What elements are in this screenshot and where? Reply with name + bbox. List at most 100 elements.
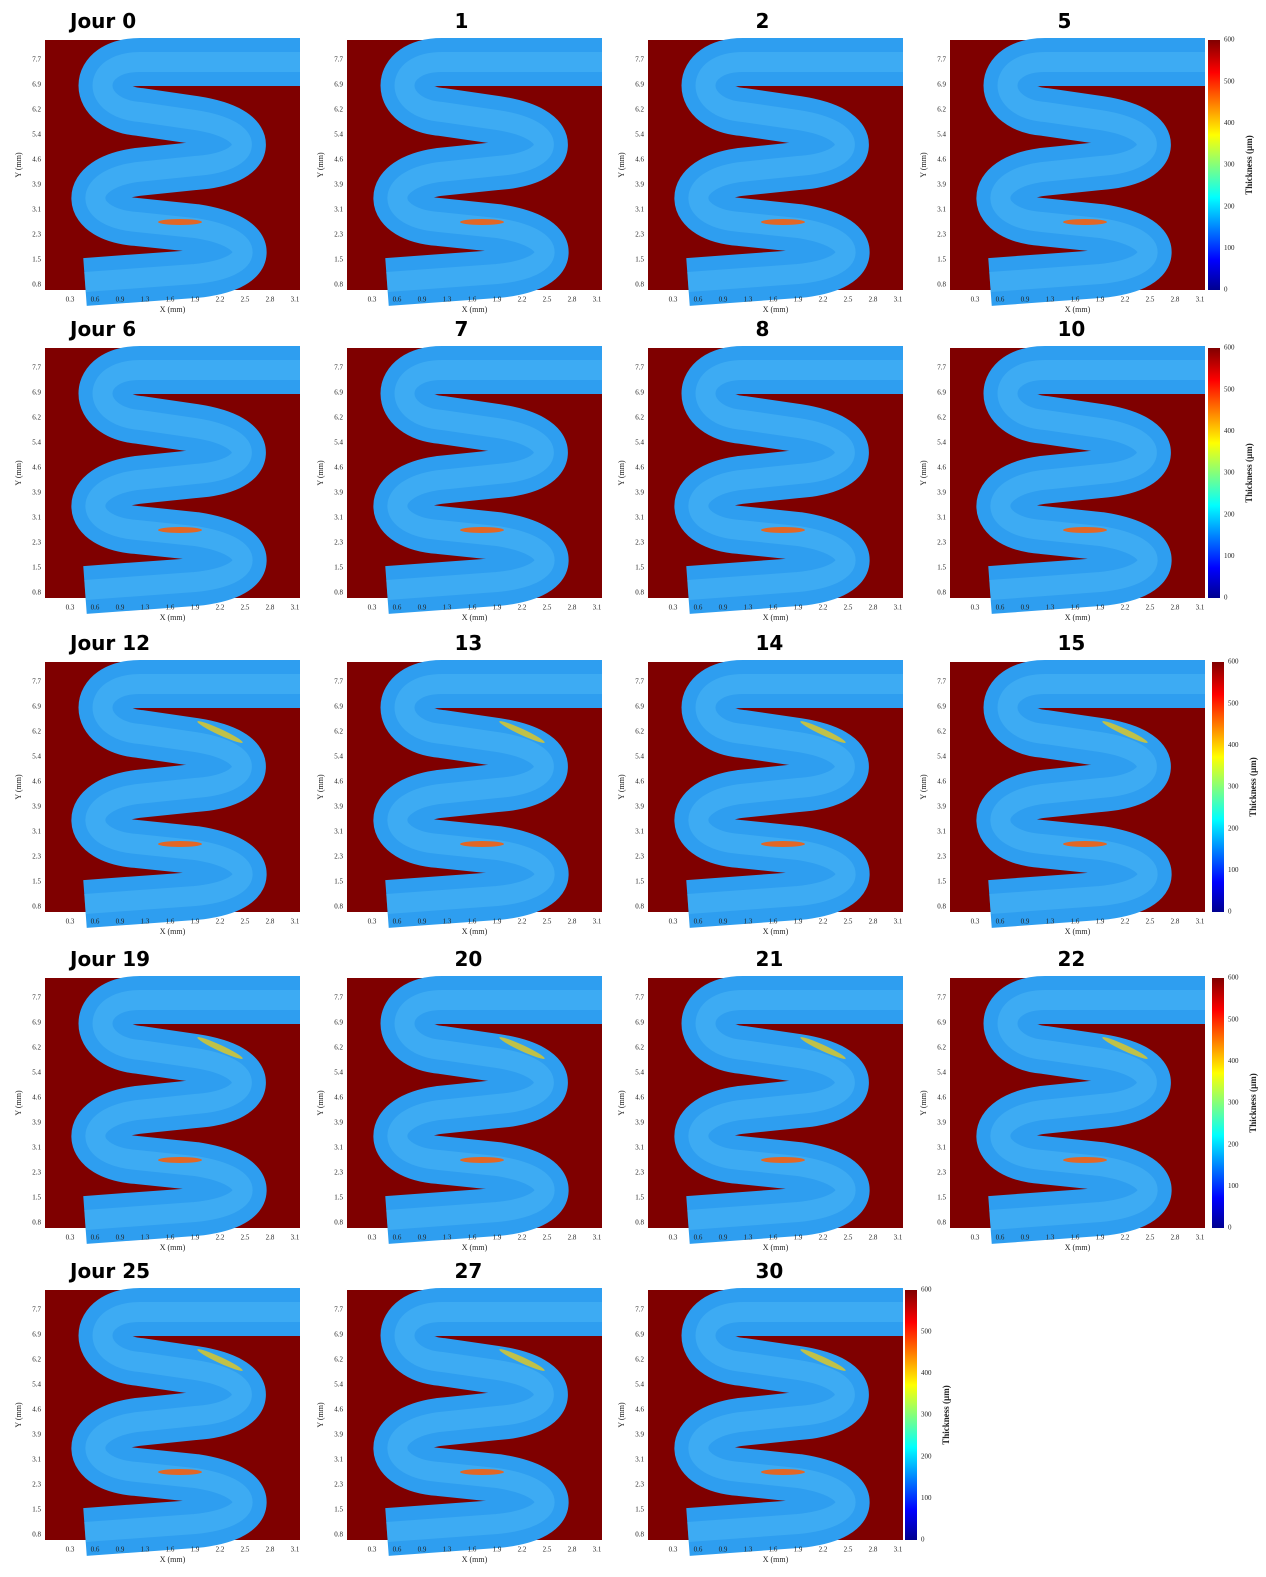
x-tick-label: 1.3 <box>443 296 452 304</box>
x-tick-label: 0.3 <box>669 1234 678 1242</box>
y-tick-label: 6.9 <box>32 81 41 89</box>
y-tick-label: 6.2 <box>32 728 41 736</box>
y-tick-label: 6.9 <box>937 1019 946 1027</box>
x-tick-label: 2.2 <box>518 296 527 304</box>
x-tick-label: 1.3 <box>1046 296 1055 304</box>
y-tick-label: 7.7 <box>334 56 343 64</box>
colorbar-tick-label: 300 <box>1224 161 1235 169</box>
y-tick-label: 6.2 <box>937 106 946 114</box>
y-tick-label: 3.9 <box>334 803 343 811</box>
y-tick-label: 4.6 <box>32 1406 41 1414</box>
x-tick-label: 2.8 <box>568 1234 577 1242</box>
panel-title: 30 <box>756 1259 784 1283</box>
x-tick-label: 0.9 <box>1021 296 1030 304</box>
y-tick-label: 3.9 <box>937 803 946 811</box>
y-axis-label: Y (mm) <box>14 460 23 486</box>
y-tick-label: 3.9 <box>635 1119 644 1127</box>
x-tick-label: 3.1 <box>1196 604 1205 612</box>
x-tick-label: 2.5 <box>844 296 853 304</box>
heatmap <box>950 38 1205 306</box>
y-tick-label: 1.5 <box>32 256 41 264</box>
x-tick-label: 1.9 <box>191 1234 200 1242</box>
x-tick-label: 3.1 <box>291 296 300 304</box>
colorbar-tick-label: 500 <box>1224 385 1235 393</box>
y-tick-label: 6.2 <box>635 1044 644 1052</box>
panel-title: 2 <box>756 9 770 33</box>
x-tick-label: 2.2 <box>216 1234 225 1242</box>
y-tick-label: 1.5 <box>937 878 946 886</box>
y-tick-label: 7.7 <box>937 364 946 372</box>
colorbar-tick-label: 200 <box>1224 510 1235 518</box>
y-tick-label: 3.9 <box>334 181 343 189</box>
y-tick-label: 3.1 <box>937 828 946 836</box>
panel-title: 7 <box>455 317 469 341</box>
y-tick-label: 3.9 <box>334 1119 343 1127</box>
x-axis-label: X (mm) <box>160 927 186 936</box>
x-tick-label: 2.2 <box>1121 604 1130 612</box>
y-tick-label: 2.3 <box>334 853 343 861</box>
x-tick-label: 0.6 <box>694 296 703 304</box>
deposit <box>460 1469 504 1475</box>
x-tick-label: 2.8 <box>869 296 878 304</box>
x-tick-label: 1.3 <box>744 918 753 926</box>
x-tick-label: 1.3 <box>141 1546 150 1554</box>
colorbar-label: Thickness (µm) <box>1248 757 1258 816</box>
y-tick-label: 6.2 <box>937 728 946 736</box>
x-tick-label: 0.3 <box>368 1234 377 1242</box>
x-tick-label: 1.6 <box>468 1234 477 1242</box>
x-tick-label: 1.9 <box>794 918 803 926</box>
x-tick-label: 1.6 <box>769 1234 778 1242</box>
x-axis-label: X (mm) <box>160 1243 186 1252</box>
x-tick-label: 2.8 <box>568 918 577 926</box>
x-tick-label: 0.9 <box>116 1546 125 1554</box>
colorbar <box>1212 662 1224 912</box>
x-tick-label: 0.6 <box>694 1234 703 1242</box>
colorbar-tick-label: 200 <box>1228 824 1239 832</box>
x-tick-label: 0.3 <box>669 1546 678 1554</box>
x-tick-label: 2.5 <box>543 296 552 304</box>
y-axis-label: Y (mm) <box>316 460 325 486</box>
x-tick-label: 0.6 <box>91 604 100 612</box>
colorbar <box>1208 40 1220 290</box>
x-tick-label: 0.9 <box>116 1234 125 1242</box>
colorbar-tick-label: 400 <box>1228 741 1239 749</box>
x-tick-label: 3.1 <box>1196 918 1205 926</box>
x-tick-label: 2.5 <box>844 604 853 612</box>
x-tick-label: 1.6 <box>769 1546 778 1554</box>
heatmap <box>648 976 903 1244</box>
x-tick-label: 1.6 <box>166 1234 175 1242</box>
x-tick-label: 2.5 <box>844 1234 853 1242</box>
x-tick-label: 0.9 <box>418 1546 427 1554</box>
y-tick-label: 6.9 <box>937 389 946 397</box>
deposit <box>499 1037 545 1059</box>
y-tick-label: 3.9 <box>937 181 946 189</box>
x-tick-label: 2.5 <box>1146 918 1155 926</box>
y-tick-label: 2.3 <box>32 539 41 547</box>
y-tick-label: 3.1 <box>334 514 343 522</box>
y-axis-label: Y (mm) <box>919 152 928 178</box>
x-tick-label: 1.6 <box>166 296 175 304</box>
x-tick-label: 0.3 <box>669 296 678 304</box>
y-tick-label: 3.1 <box>937 514 946 522</box>
x-tick-label: 0.9 <box>418 1234 427 1242</box>
y-tick-label: 0.8 <box>32 281 41 289</box>
y-axis-label: Y (mm) <box>919 1090 928 1116</box>
x-tick-label: 1.3 <box>141 918 150 926</box>
heatmap <box>347 38 602 306</box>
x-tick-label: 0.3 <box>971 604 980 612</box>
y-tick-label: 4.6 <box>937 778 946 786</box>
x-tick-label: 2.5 <box>241 604 250 612</box>
deposit <box>460 219 504 225</box>
y-tick-label: 0.8 <box>334 281 343 289</box>
x-axis-label: X (mm) <box>763 305 789 314</box>
heatmap <box>347 346 602 614</box>
deposit <box>1063 1157 1107 1163</box>
y-axis-label: Y (mm) <box>14 774 23 800</box>
x-tick-label: 1.3 <box>141 1234 150 1242</box>
deposit <box>158 1469 202 1475</box>
panel-title: 21 <box>756 947 784 971</box>
y-tick-label: 3.1 <box>334 828 343 836</box>
x-tick-label: 2.2 <box>518 918 527 926</box>
y-tick-label: 1.5 <box>334 878 343 886</box>
